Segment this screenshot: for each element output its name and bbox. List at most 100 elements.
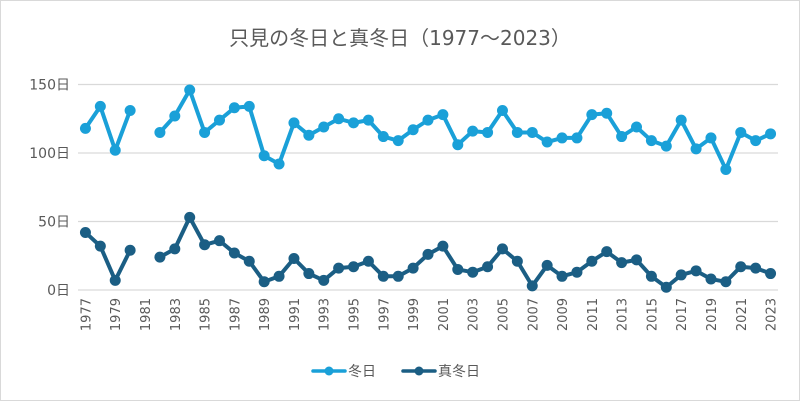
data-point[interactable] — [690, 143, 702, 155]
data-point[interactable] — [362, 255, 374, 267]
data-point[interactable] — [526, 280, 538, 292]
data-point[interactable] — [601, 107, 613, 119]
data-point[interactable] — [422, 114, 434, 126]
data-point[interactable] — [496, 105, 508, 117]
data-point[interactable] — [377, 131, 389, 143]
data-point[interactable] — [109, 274, 121, 286]
x-tick-label: 2007 — [526, 298, 541, 331]
data-point[interactable] — [318, 274, 330, 286]
data-point[interactable] — [750, 262, 762, 274]
data-point[interactable] — [750, 135, 762, 147]
data-point[interactable] — [645, 135, 657, 147]
data-point[interactable] — [720, 276, 732, 288]
x-tick-label: 2011 — [586, 298, 601, 331]
data-point[interactable] — [407, 124, 419, 136]
data-point[interactable] — [675, 269, 687, 281]
data-point[interactable] — [377, 270, 389, 282]
data-point[interactable] — [109, 144, 121, 156]
data-point[interactable] — [333, 113, 345, 125]
data-point[interactable] — [213, 235, 225, 247]
data-point[interactable] — [675, 114, 687, 126]
data-point[interactable] — [720, 163, 732, 175]
data-point[interactable] — [735, 261, 747, 273]
legend-marker-icon — [324, 366, 334, 376]
data-point[interactable] — [288, 252, 300, 264]
data-point[interactable] — [631, 121, 643, 133]
data-point[interactable] — [541, 136, 553, 148]
data-point[interactable] — [765, 268, 777, 280]
data-point[interactable] — [199, 126, 211, 138]
data-point[interactable] — [228, 102, 240, 114]
data-point[interactable] — [616, 257, 628, 269]
data-point[interactable] — [660, 140, 672, 152]
data-point[interactable] — [407, 262, 419, 274]
data-point[interactable] — [765, 128, 777, 140]
data-point[interactable] — [258, 276, 270, 288]
data-point[interactable] — [79, 226, 91, 238]
data-point[interactable] — [601, 246, 613, 258]
data-point[interactable] — [333, 262, 345, 274]
data-point[interactable] — [169, 243, 181, 255]
x-tick-label: 2023 — [765, 298, 780, 331]
data-point[interactable] — [243, 100, 255, 112]
data-point[interactable] — [303, 268, 315, 280]
data-point[interactable] — [526, 126, 538, 138]
data-point[interactable] — [124, 244, 136, 256]
data-point[interactable] — [586, 109, 598, 121]
data-point[interactable] — [735, 126, 747, 138]
data-point[interactable] — [541, 259, 553, 271]
data-point[interactable] — [169, 110, 181, 122]
data-point[interactable] — [496, 243, 508, 255]
data-point[interactable] — [184, 211, 196, 223]
data-point[interactable] — [482, 261, 494, 273]
data-point[interactable] — [258, 150, 270, 162]
data-point[interactable] — [124, 105, 136, 117]
data-point[interactable] — [705, 273, 717, 285]
data-point[interactable] — [437, 240, 449, 252]
data-point[interactable] — [452, 263, 464, 275]
data-point[interactable] — [303, 129, 315, 141]
data-point[interactable] — [362, 114, 374, 126]
data-point[interactable] — [213, 114, 225, 126]
data-point[interactable] — [288, 117, 300, 129]
x-tick-label: 2019 — [705, 298, 720, 331]
legend-item-mafuyubi[interactable]: 真冬日 — [401, 364, 480, 380]
data-point[interactable] — [556, 270, 568, 282]
data-point[interactable] — [273, 270, 285, 282]
data-point[interactable] — [392, 270, 404, 282]
data-point[interactable] — [467, 125, 479, 137]
data-point[interactable] — [154, 251, 166, 263]
data-point[interactable] — [690, 265, 702, 277]
data-point[interactable] — [467, 266, 479, 278]
data-point[interactable] — [631, 254, 643, 266]
data-point[interactable] — [571, 266, 583, 278]
data-point[interactable] — [556, 132, 568, 144]
data-point[interactable] — [79, 122, 91, 134]
data-point[interactable] — [348, 117, 360, 129]
data-point[interactable] — [705, 132, 717, 144]
data-point[interactable] — [437, 109, 449, 121]
data-point[interactable] — [184, 84, 196, 96]
data-point[interactable] — [571, 132, 583, 144]
x-tick-label: 2017 — [675, 298, 690, 331]
data-point[interactable] — [616, 131, 628, 143]
data-point[interactable] — [94, 240, 106, 252]
data-point[interactable] — [94, 100, 106, 112]
data-point[interactable] — [511, 255, 523, 267]
data-point[interactable] — [660, 281, 672, 293]
data-point[interactable] — [586, 255, 598, 267]
data-point[interactable] — [318, 121, 330, 133]
data-point[interactable] — [511, 126, 523, 138]
data-point[interactable] — [348, 261, 360, 273]
data-point[interactable] — [422, 248, 434, 260]
data-point[interactable] — [645, 270, 657, 282]
legend-item-fuyubi[interactable]: 冬日 — [311, 364, 376, 380]
data-point[interactable] — [392, 135, 404, 147]
data-point[interactable] — [228, 247, 240, 259]
data-point[interactable] — [482, 126, 494, 138]
data-point[interactable] — [452, 139, 464, 151]
data-point[interactable] — [243, 255, 255, 267]
data-point[interactable] — [199, 239, 211, 251]
data-point[interactable] — [154, 126, 166, 138]
data-point[interactable] — [273, 158, 285, 170]
